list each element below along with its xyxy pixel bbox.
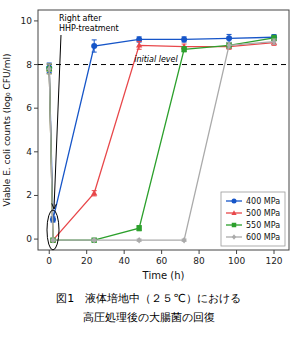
data-point: [91, 190, 97, 196]
y-tick: [34, 20, 38, 21]
data-point: [136, 36, 142, 42]
error-bar: [227, 34, 232, 42]
annotation-text: Right afterHHP-treatment: [59, 14, 119, 33]
data-point: [91, 237, 96, 242]
data-point: [47, 66, 52, 73]
y-tick: [34, 108, 38, 109]
legend-marker: [232, 234, 236, 240]
data-point: [226, 43, 231, 48]
x-tick-label: 120: [265, 256, 282, 266]
x-tick-label: 100: [228, 256, 245, 266]
x-tick-label: 60: [156, 256, 168, 266]
legend-label: 500 MPa: [246, 209, 280, 218]
y-tick-label: 0: [26, 234, 32, 244]
x-tick: [236, 250, 237, 254]
error-bar: [182, 37, 187, 42]
y-tick-label: 8: [26, 60, 32, 70]
data-point: [227, 42, 232, 49]
legend-marker: [232, 223, 237, 228]
x-tick-label: 40: [118, 256, 130, 266]
x-tick: [274, 250, 275, 254]
legend: 400 MPa 500 MPa 550 MPa 600 MPa: [221, 192, 285, 246]
data-point: [271, 38, 276, 45]
error-bar: [137, 41, 142, 49]
caption: 高圧処理後の大腸菌の回復: [83, 311, 215, 324]
error-bar: [182, 47, 187, 52]
annotation-ellipse: [47, 210, 59, 250]
y-tick-label: 4: [26, 147, 32, 157]
x-tick: [49, 250, 50, 254]
error-bar: [137, 37, 142, 42]
error-bar: [47, 64, 52, 74]
x-axis-label: Time (h): [142, 270, 185, 281]
y-tick: [34, 64, 38, 65]
x-tick-label: 20: [81, 256, 93, 266]
plot-area: [38, 34, 289, 243]
error-bar: [272, 39, 277, 44]
legend-box: [221, 192, 285, 246]
y-tick-label: 2: [26, 190, 32, 200]
data-point: [92, 237, 97, 244]
data-point: [226, 35, 232, 41]
x-tick-label: 0: [46, 256, 52, 266]
data-point: [182, 237, 187, 244]
y-axis-label: Viable E. coli counts (log₀ CFU/ml): [2, 54, 12, 207]
error-bar: [47, 64, 52, 74]
y-tick: [34, 239, 38, 240]
data-point: [181, 36, 187, 42]
y-tick-label: 6: [26, 103, 32, 113]
legend-label: 600 MPa: [246, 233, 280, 242]
data-point: [136, 42, 142, 48]
error-bar: [47, 63, 52, 73]
x-tick: [124, 250, 125, 254]
x-tick: [199, 250, 200, 254]
legend-label: 400 MPa: [246, 197, 280, 206]
data-point: [136, 225, 141, 230]
error-bar: [227, 43, 232, 48]
reference-line: [38, 64, 289, 65]
y-tick-label: 10: [21, 16, 33, 26]
error-bar: [227, 43, 232, 48]
legend-label: 550 MPa: [246, 221, 280, 230]
caption: 図1 液体培地中（２５℃）における: [56, 292, 240, 305]
data-point: [50, 237, 55, 242]
x-tick: [161, 250, 162, 254]
y-tick: [34, 151, 38, 152]
chart: 0 20 40 60 80 100 120 0 2 4 6 8 10 Time (h) Viable E. …: [0, 0, 297, 344]
data-point: [137, 237, 142, 244]
x-tick-label: 80: [193, 256, 205, 266]
reference-line-label: initial level: [134, 55, 178, 64]
x-tick: [86, 250, 87, 254]
data-point: [47, 66, 52, 71]
legend-marker: [232, 199, 237, 204]
error-bar: [92, 40, 97, 52]
error-bar: [47, 64, 52, 74]
plot-frame: [38, 10, 289, 250]
data-point: [181, 47, 186, 52]
error-bar: [92, 191, 97, 196]
y-tick: [34, 195, 38, 196]
annotation-arrow: [54, 35, 61, 209]
data-point: [50, 237, 55, 244]
legend-marker: [231, 210, 236, 215]
error-bar: [137, 226, 142, 231]
data-point: [91, 43, 97, 49]
